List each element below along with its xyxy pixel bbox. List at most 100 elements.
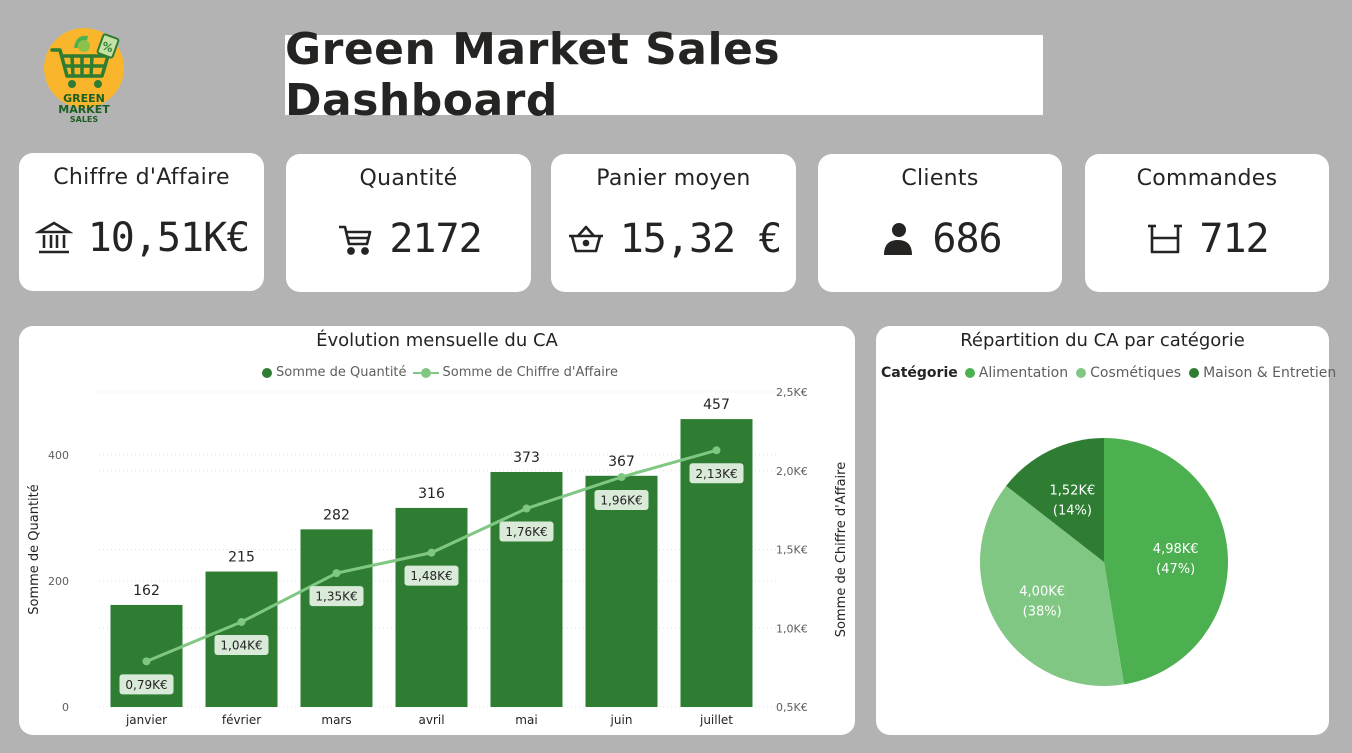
- x-tick-label: mars: [321, 713, 351, 727]
- kpi-value: 15,32 €: [619, 216, 783, 262]
- kpi-value: 686: [932, 216, 1002, 262]
- x-tick-label: février: [222, 713, 261, 727]
- chart-legend: Somme de Quantité Somme de Chiffre d'Aff…: [262, 365, 618, 380]
- legend-item-alimentation: Alimentation: [978, 365, 1069, 381]
- kpi-label: Chiffre d'Affaire: [53, 165, 230, 190]
- line-data-label: 0,79K€: [125, 678, 167, 692]
- pie-chart: 4,98K€ (47%) 4,00K€ (38%) 1,52K€ (14%): [980, 438, 1228, 686]
- y2-tick-label: 1,5K€: [776, 544, 808, 557]
- line-data-label: 2,13K€: [695, 467, 737, 481]
- y2-tick-label: 0,5K€: [776, 701, 808, 714]
- box-icon: [1145, 219, 1185, 259]
- bar: [395, 507, 468, 707]
- bar-data-label: 316: [418, 486, 445, 502]
- line-data-label: 1,04K€: [220, 638, 262, 652]
- pie-slice: [1006, 438, 1104, 562]
- pie-slice: [1104, 438, 1228, 685]
- dashboard-title: Green Market Sales Dashboard: [285, 24, 1043, 126]
- kpi-label: Clients: [901, 166, 979, 191]
- bar-data-label: 282: [323, 507, 350, 523]
- bar: [585, 475, 658, 707]
- line-point: [617, 473, 626, 482]
- kpi-card-quantity: Quantité 2172: [286, 154, 531, 292]
- bar-data-label: 373: [513, 450, 540, 466]
- legend-quantity-marker: [262, 367, 272, 378]
- logo-text-sales: SALES: [70, 115, 99, 124]
- x-tick-label: janvier: [125, 713, 167, 727]
- line-point: [427, 548, 436, 557]
- pie-value-label: 4,98K€: [1153, 542, 1199, 557]
- line-data-label: 1,48K€: [410, 569, 452, 583]
- line-data-label-bg: [119, 674, 174, 695]
- line-point: [332, 569, 341, 578]
- line-data-label-bg: [499, 521, 554, 542]
- pie-percent-label: (14%): [1053, 503, 1092, 518]
- logo-badge: %: [100, 39, 115, 55]
- person-icon: [878, 219, 918, 259]
- bank-icon: [34, 218, 74, 258]
- line-data-label-bg: [309, 586, 364, 607]
- y-tick-label: 400: [48, 449, 69, 462]
- legend-alimentation-marker: [964, 368, 975, 378]
- line-data-label: 1,35K€: [315, 590, 357, 604]
- pie-value-label: 1,52K€: [1050, 483, 1096, 498]
- kpi-value: 2172: [389, 216, 482, 262]
- y-tick-label: 200: [48, 575, 69, 588]
- legend-item-quantity: Somme de Quantité: [276, 365, 407, 380]
- monthly-revenue-chart-card: Évolution mensuelle du CA Somme de Quant…: [19, 326, 855, 735]
- x-tick-label: juin: [610, 713, 633, 727]
- line-point: [522, 504, 531, 513]
- pie-percent-label: (47%): [1156, 562, 1195, 577]
- bar-data-label: 457: [703, 397, 730, 413]
- kpi-card-clients: Clients 686: [818, 154, 1062, 292]
- bar: [680, 419, 753, 707]
- line-point: [237, 617, 246, 626]
- bar-data-label: 215: [228, 550, 255, 566]
- chart-title: Évolution mensuelle du CA: [316, 330, 558, 351]
- line-point: [142, 657, 151, 666]
- kpi-value: 712: [1199, 216, 1269, 262]
- line-data-label-bg: [214, 634, 269, 655]
- pie-chart-title: Répartition du CA par catégorie: [960, 330, 1245, 351]
- bar-data-label: 367: [608, 454, 635, 470]
- legend-revenue-marker: [412, 367, 443, 378]
- logo-text-green: GREEN: [63, 92, 105, 105]
- logo: % GREEN MARKET SALES: [40, 26, 130, 126]
- category-pie-chart-card: Répartition du CA par catégorie Catégori…: [876, 326, 1336, 735]
- line-data-label-bg: [404, 565, 459, 586]
- pie-percent-label: (38%): [1023, 605, 1062, 620]
- x-tick-label: avril: [418, 713, 444, 727]
- line-data-label: 1,76K€: [505, 525, 547, 539]
- kpi-label: Commandes: [1136, 166, 1278, 191]
- legend-item-cosmetiques: Cosmétiques: [1090, 365, 1182, 381]
- kpi-card-orders: Commandes 712: [1085, 154, 1329, 292]
- pie-legend: Catégorie Alimentation Cosmétiques Maiso…: [881, 365, 1336, 381]
- kpi-value: 10,51K€: [87, 215, 251, 261]
- line-data-label-bg: [689, 463, 744, 484]
- line-point: [712, 446, 721, 455]
- y2-tick-label: 1,0K€: [776, 622, 808, 635]
- line-data-label-bg: [594, 490, 649, 511]
- x-tick-label: mai: [515, 713, 537, 727]
- kpi-label: Quantité: [359, 166, 458, 191]
- legend-item-maison: Maison & Entretien: [1203, 365, 1337, 381]
- combo-chart: 0,5K€ 1,0K€ 1,5K€ 2,0K€ 2,5K€ 0 200 400 Somme de…: [27, 386, 849, 727]
- y2-tick-label: 2,0K€: [776, 465, 808, 478]
- y2-tick-label: 2,5K€: [776, 386, 808, 399]
- x-tick-label: juillet: [699, 713, 733, 727]
- pie-legend-title: Catégorie: [881, 365, 958, 381]
- pie-value-label: 4,00K€: [1019, 585, 1065, 600]
- kpi-label: Panier moyen: [596, 166, 751, 191]
- legend-maison-marker: [1189, 368, 1200, 378]
- pie-slice: [980, 485, 1124, 686]
- dashboard-title-text: Green Market Sales Dashboard: [285, 24, 781, 126]
- bar: [300, 529, 373, 707]
- legend-cosmetiques-marker: [1076, 368, 1087, 378]
- kpi-card-revenue: Chiffre d'Affaire 10,51K€: [19, 153, 264, 291]
- cart-icon: [335, 219, 375, 259]
- legend-item-revenue: Somme de Chiffre d'Affaire: [442, 365, 618, 380]
- y2-axis-title: Somme de Chiffre d'Affaire: [834, 462, 849, 637]
- line-data-label: 1,96K€: [600, 494, 642, 508]
- y-tick-label: 0: [62, 701, 69, 714]
- bar-data-label: 162: [133, 583, 160, 599]
